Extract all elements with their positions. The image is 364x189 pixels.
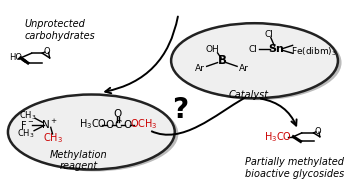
Ellipse shape [12, 96, 178, 171]
Text: CH$_3$: CH$_3$ [17, 128, 34, 140]
Text: OH: OH [206, 45, 220, 54]
Text: Cl: Cl [248, 45, 257, 54]
Text: Ar: Ar [195, 64, 205, 73]
Text: Catalyst: Catalyst [229, 90, 269, 99]
Text: F$^-$: F$^-$ [20, 119, 34, 131]
Text: Fe(dibm)$_3$: Fe(dibm)$_3$ [291, 45, 337, 58]
Text: Methylation
reagent: Methylation reagent [50, 150, 107, 171]
Text: B: B [217, 54, 226, 67]
Text: C: C [114, 119, 122, 129]
Text: N$^+$: N$^+$ [41, 118, 58, 131]
Text: O: O [314, 127, 321, 136]
Ellipse shape [8, 94, 175, 170]
Text: O: O [43, 47, 50, 56]
Text: Sn: Sn [268, 44, 284, 54]
Text: Unprotected
carbohydrates: Unprotected carbohydrates [24, 19, 95, 41]
Text: H$_3$CO: H$_3$CO [264, 130, 292, 144]
Text: Partially methylated
bioactive glycosides: Partially methylated bioactive glycoside… [245, 157, 344, 179]
Text: HO: HO [9, 53, 22, 62]
Text: O: O [123, 119, 131, 129]
FancyArrowPatch shape [261, 99, 297, 125]
Text: Cl: Cl [265, 30, 273, 39]
Text: O: O [114, 109, 122, 119]
Text: OCH$_3$: OCH$_3$ [130, 118, 158, 131]
Ellipse shape [175, 25, 341, 100]
Ellipse shape [171, 23, 338, 98]
Text: CH$_3$: CH$_3$ [19, 110, 37, 122]
Text: CH$_3$: CH$_3$ [43, 131, 63, 145]
Text: ?: ? [172, 96, 188, 124]
Text: Ar: Ar [239, 64, 249, 73]
FancyArrowPatch shape [105, 17, 178, 93]
Text: O: O [105, 119, 113, 129]
Text: H$_3$CO: H$_3$CO [79, 118, 107, 131]
